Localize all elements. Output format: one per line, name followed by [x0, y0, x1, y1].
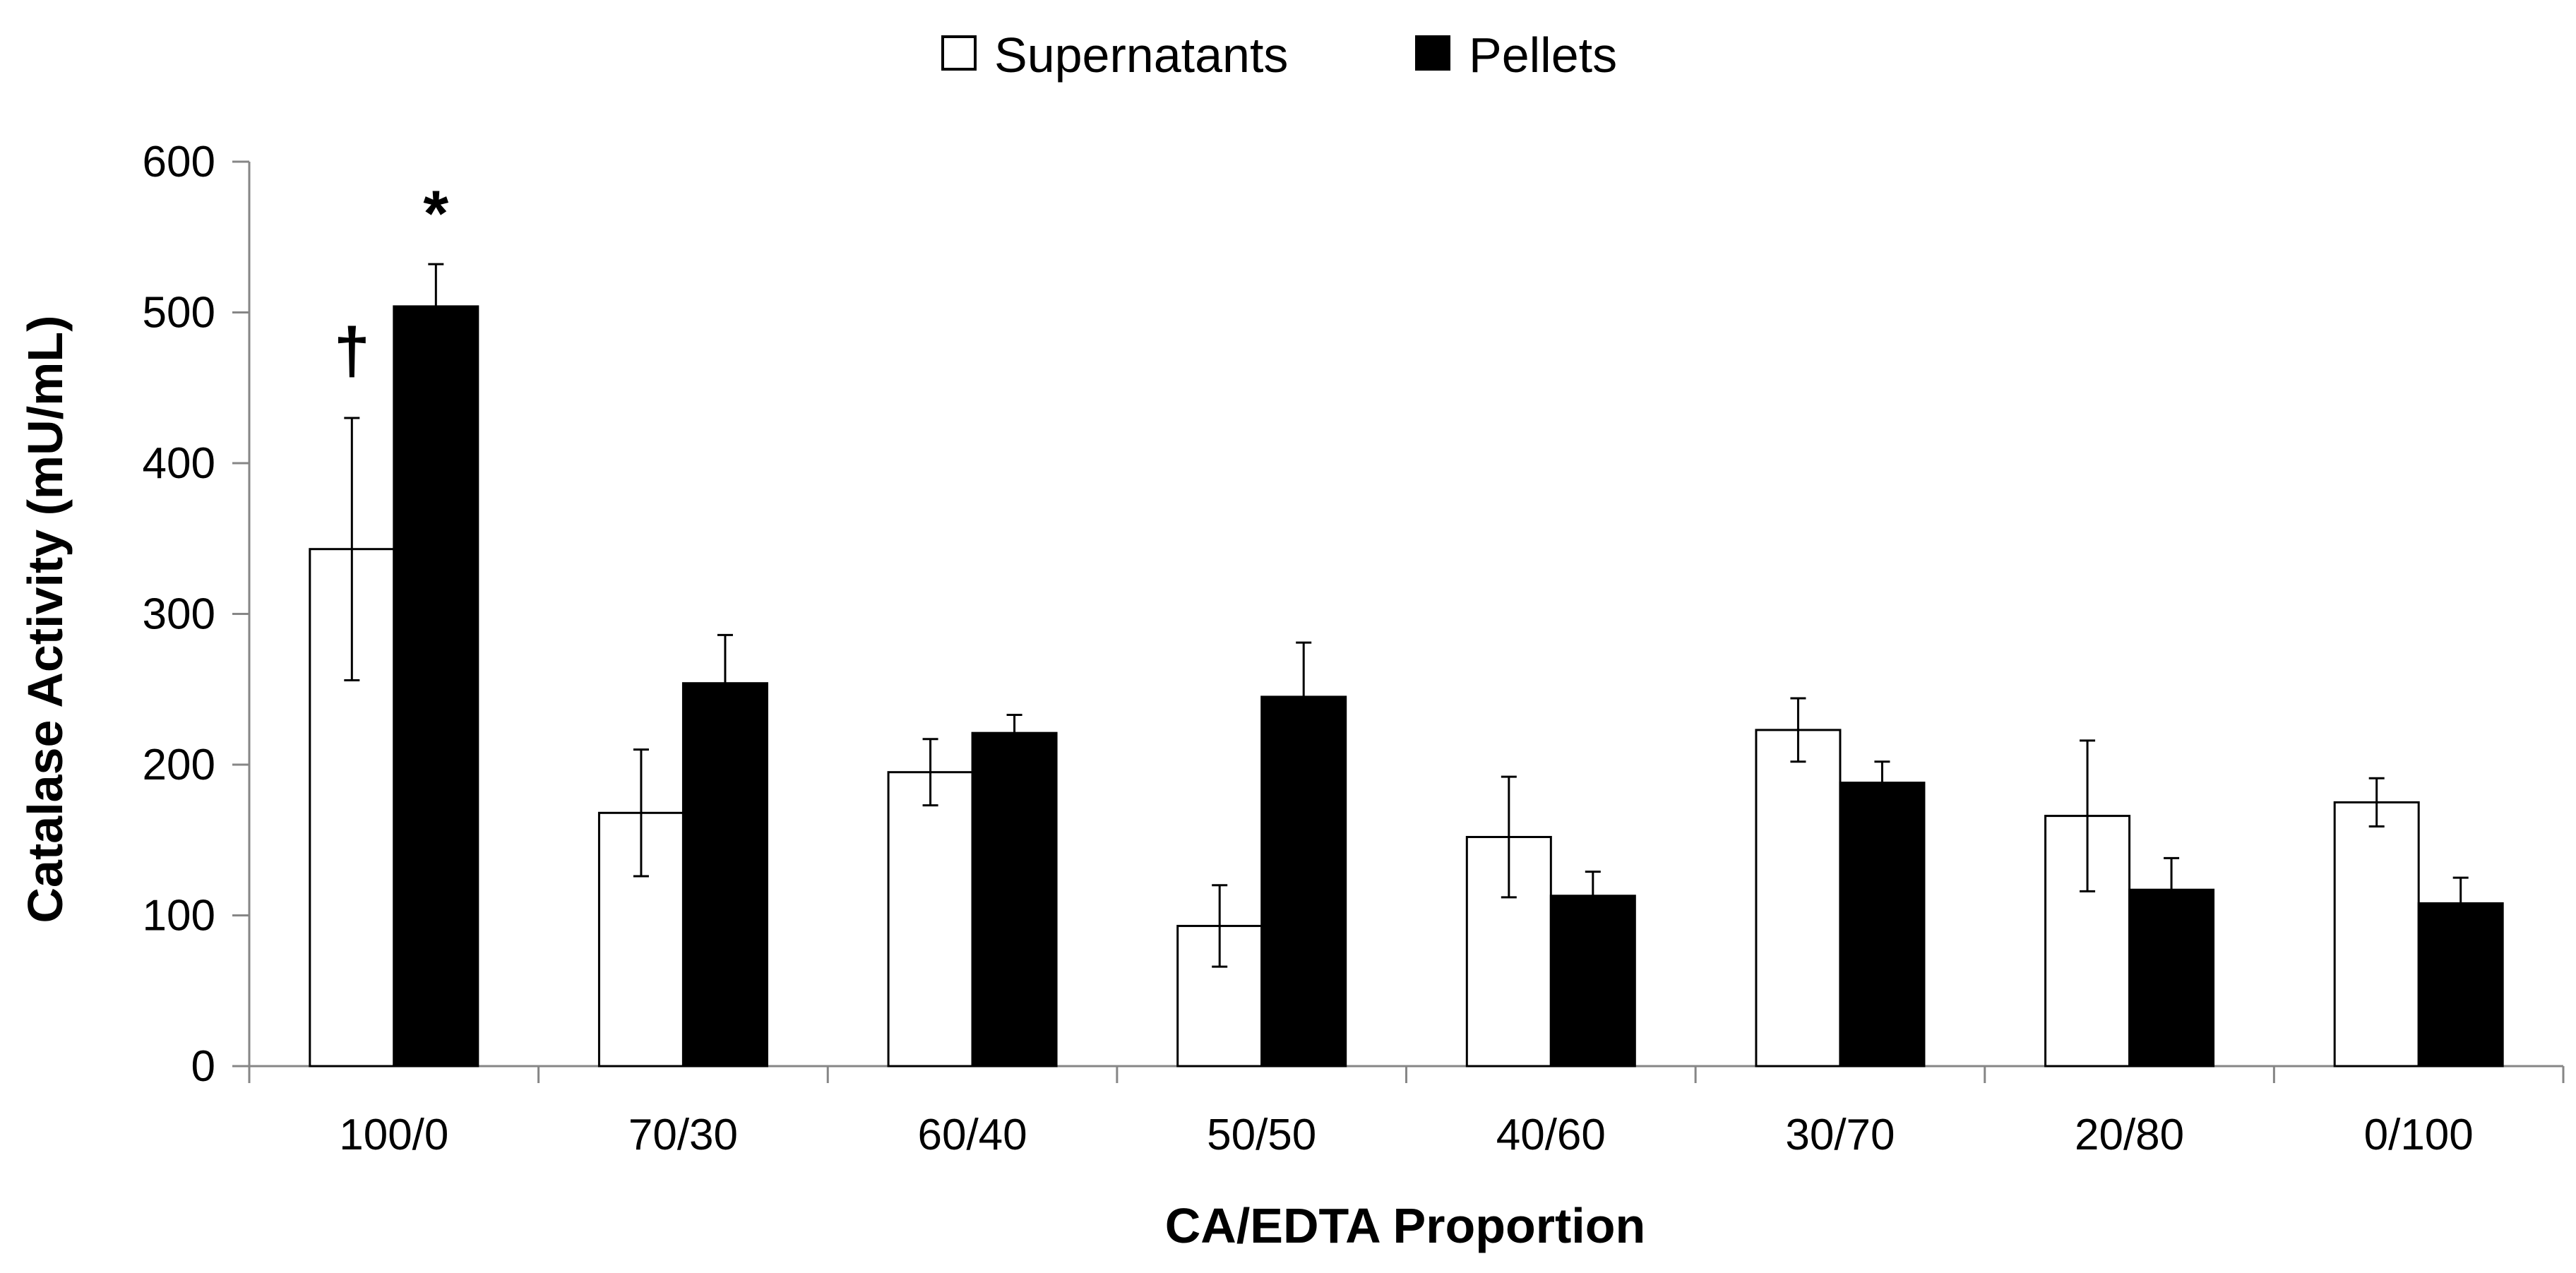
bar-pellets [971, 731, 1058, 1068]
x-axis-title: CA/EDTA Proportion [1165, 1198, 1645, 1253]
bar-pellets [393, 305, 479, 1068]
legend-label-pellets: Pellets [1469, 28, 1617, 83]
plot-area: 0 100 200 300 400 500 600 100/0 70/30 60/40 50/50 4… [143, 138, 2565, 1159]
bar-pellets [1839, 782, 1926, 1068]
bar-supernatants [2333, 801, 2420, 1068]
x-tick-label: 40/60 [1496, 1111, 1606, 1159]
significance-dagger: † [334, 315, 370, 387]
significance-asterisk: * [423, 178, 448, 250]
bar-pellets [1260, 695, 1347, 1068]
y-tick-label: 200 [143, 741, 215, 789]
bar-pellets [1549, 895, 1636, 1068]
x-tick-label: 60/40 [917, 1111, 1027, 1159]
y-axis-title: Catalase Activity (mU/mL) [18, 316, 73, 924]
bar-supernatants [887, 771, 974, 1068]
x-tick-label: 100/0 [339, 1111, 448, 1159]
x-tick-label: 0/100 [2364, 1111, 2474, 1159]
legend-label-supernatants: Supernatants [994, 28, 1288, 83]
y-tick-label: 100 [143, 892, 215, 940]
x-tick-label: 30/70 [1785, 1111, 1895, 1159]
legend-swatch-pellets [1415, 35, 1450, 71]
legend: Supernatants Pellets [941, 28, 1617, 83]
y-tick-label: 500 [143, 289, 215, 337]
x-tick-label: 50/50 [1207, 1111, 1316, 1159]
y-tick-label: 0 [191, 1042, 215, 1091]
bar-pellets [2417, 902, 2504, 1068]
x-tick-label: 70/30 [628, 1111, 738, 1159]
y-tick-label: 400 [143, 439, 215, 488]
y-tick-label: 600 [143, 138, 215, 186]
bar-pellets [681, 682, 768, 1068]
bar-supernatants [1755, 729, 1842, 1068]
legend-swatch-supernatants [941, 35, 977, 71]
x-tick-label: 20/80 [2075, 1111, 2184, 1159]
y-tick-label: 300 [143, 590, 215, 639]
